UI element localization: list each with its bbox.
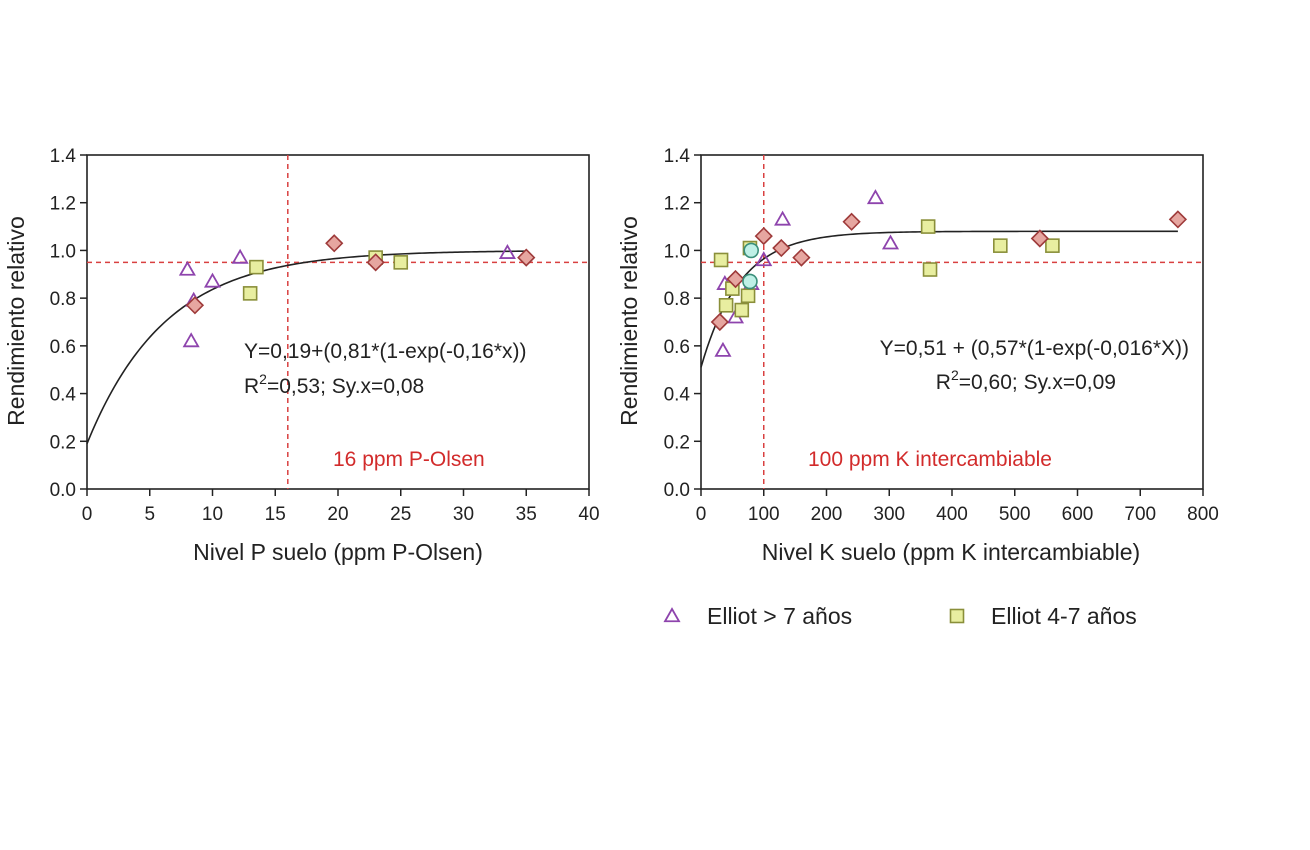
y-tick-label: 1.2 — [664, 194, 690, 215]
x-tick-label: 400 — [936, 504, 968, 525]
legend-marker-triangle-shape — [663, 607, 681, 623]
plot-frame — [700, 154, 1204, 490]
y-tick-label: 0.6 — [50, 337, 76, 358]
legend-label-elliot-4-7: Elliot 4-7 años — [991, 603, 1137, 629]
fit-equation: Y=0,19+(0,81*(1-exp(-0,16*x)) — [244, 340, 527, 363]
data-point-triangle — [498, 244, 516, 259]
legend-label-elliot-over-7: Elliot > 7 años — [707, 603, 852, 629]
chart-panel-phosphorus: 0.0 0.2 0.4 0.6 0.8 1.0 1.2 1.4 0 5 10 15 20 25 30 35 40… — [3, 146, 600, 565]
data-point-square — [922, 262, 938, 277]
data-point-diamond — [754, 226, 773, 246]
x-tick-label: 600 — [1062, 504, 1094, 525]
data-point-triangle — [182, 332, 200, 348]
data-point-diamond — [710, 312, 729, 332]
fit-statistics: R2=0,53; Sy.x=0,08 — [244, 371, 424, 398]
data-point-diamond — [517, 248, 536, 267]
y-tick-label: 0.8 — [50, 289, 76, 310]
data-point-triangle — [231, 248, 249, 264]
data-point-triangle — [866, 189, 884, 205]
data-point-triangle — [755, 251, 773, 267]
fit-statistics: R2=0,60; Sy.x=0,09 — [936, 367, 1116, 394]
data-point-square — [718, 297, 734, 313]
data-point-diamond — [325, 234, 344, 253]
data-point-square — [242, 286, 258, 301]
y-tick-label: 1.0 — [50, 241, 76, 262]
data-point-diamond — [1168, 210, 1188, 229]
legend-marker-square — [949, 608, 965, 624]
y-tick-label: 1.4 — [50, 146, 77, 167]
y-tick-label: 0.4 — [664, 385, 691, 406]
x-tick-label: 300 — [873, 504, 905, 525]
y-tick-label: 1.2 — [50, 194, 76, 215]
data-point-circle — [742, 273, 758, 290]
data-point-diamond — [772, 238, 791, 258]
data-point-square — [740, 288, 756, 304]
legend-marker-square-shape — [949, 608, 965, 624]
x-tick-label: 30 — [453, 504, 474, 525]
y-axis-label: Rendimiento relativo — [3, 216, 29, 426]
x-tick-label: 200 — [811, 504, 843, 525]
x-tick-label: 0 — [696, 504, 707, 525]
plot-frame — [86, 154, 590, 490]
data-point-square — [713, 252, 729, 268]
threshold-label: 100 ppm K intercambiable — [808, 448, 1052, 471]
y-tick-label: 1.0 — [664, 241, 690, 262]
y-tick-label: 0.2 — [50, 432, 76, 453]
data-point-square — [393, 255, 409, 270]
legend-marker-triangle — [663, 607, 681, 623]
data-point-diamond — [842, 212, 861, 231]
y-tick-label: 1.4 — [664, 146, 691, 167]
data-point-circle — [743, 242, 760, 259]
x-tick-label: 800 — [1187, 504, 1219, 525]
x-axis-label: Nivel K suelo (ppm K intercambiable) — [762, 539, 1140, 565]
chart-panel-potassium: 0.0 0.2 0.4 0.6 0.8 1.0 1.2 1.4 0 100 200 300 400 500… — [616, 146, 1219, 565]
y-tick-label: 0.2 — [664, 432, 690, 453]
x-axis-label: Nivel P suelo (ppm P-Olsen) — [193, 539, 483, 565]
y-tick-label: 0.8 — [664, 289, 690, 310]
data-point-diamond — [185, 296, 205, 315]
y-tick-label: 0.0 — [664, 480, 690, 501]
data-point-triangle — [178, 260, 196, 276]
data-point-triangle — [881, 234, 900, 250]
x-tick-label: 0 — [82, 504, 93, 525]
legend: Elliot > 7 años Elliot 4-7 años — [663, 603, 1137, 629]
data-point-square — [993, 238, 1008, 253]
x-tick-label: 25 — [390, 504, 411, 525]
x-tick-label: 700 — [1124, 504, 1156, 525]
x-tick-label: 20 — [327, 504, 348, 525]
fit-curve — [86, 250, 527, 444]
y-tick-label: 0.6 — [664, 337, 690, 358]
data-point-diamond — [726, 269, 745, 289]
y-tick-label: 0.4 — [50, 385, 77, 406]
x-tick-label: 35 — [516, 504, 537, 525]
x-tick-label: 100 — [748, 504, 780, 525]
y-axis-label: Rendimiento relativo — [616, 216, 642, 426]
data-point-diamond — [1030, 229, 1049, 248]
data-point-triangle — [774, 210, 792, 226]
data-point-diamond — [366, 253, 385, 272]
data-point-square — [1045, 238, 1060, 253]
threshold-label: 16 ppm P-Olsen — [333, 448, 485, 471]
data-point-square — [249, 259, 264, 275]
plot-area: 0.0 0.2 0.4 0.6 0.8 1.0 1.2 1.4 0 5 10 15 20 25 30 35 40 — [50, 146, 600, 525]
y-tick-label: 0.0 — [50, 480, 76, 501]
x-tick-label: 500 — [999, 504, 1031, 525]
data-point-diamond — [792, 248, 811, 267]
data-point-square — [920, 219, 936, 234]
data-point-triangle — [714, 341, 732, 357]
data-point-triangle — [203, 272, 222, 288]
plot-area: 0.0 0.2 0.4 0.6 0.8 1.0 1.2 1.4 0 100 200 300 400 500… — [664, 146, 1219, 525]
data-point-square — [734, 302, 750, 318]
x-tick-label: 10 — [202, 504, 223, 525]
fit-equation: Y=0,51 + (0,57*(1-exp(-0,016*X)) — [880, 337, 1189, 360]
x-tick-label: 15 — [265, 504, 286, 525]
x-tick-label: 40 — [578, 504, 599, 525]
x-tick-label: 5 — [144, 504, 155, 525]
